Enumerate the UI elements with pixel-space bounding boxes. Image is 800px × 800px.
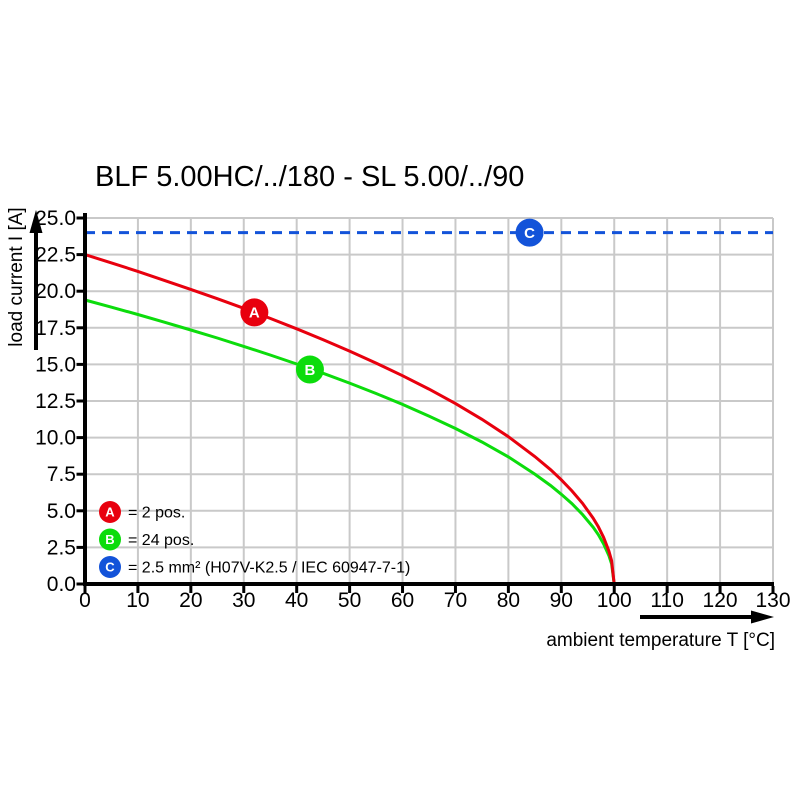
y-tick-label: 15.0 [35,353,76,376]
x-tick-label: 30 [232,589,255,612]
x-tick-label: 100 [597,589,632,612]
axes [83,213,774,586]
y-tick-label: 10.0 [35,427,76,450]
marker-letter: B [305,362,316,379]
marker-circle [295,355,324,384]
x-tick-label: 10 [126,589,149,612]
legend-item-c: C = 2.5 mm² (H07V-K2.5 / IEC 60947-7-1) [99,556,410,578]
legend-item-label: = 2 pos. [128,505,185,522]
x-tick-label: 120 [703,589,738,612]
y-tick-label: 0.0 [47,573,76,596]
legend-marker-c [99,556,121,578]
legend-item-a: A = 2 pos. [99,501,185,523]
grid-lines [85,217,774,584]
legend: A = 2 pos. B = 24 pos. C = 2.5 mm² (H07V-K2.5… [99,501,410,578]
y-tick-label: 22.5 [35,244,76,267]
series-curves [84,231,773,585]
x-tick-label: 40 [285,589,308,612]
legend-item-label: = 24 pos. [128,532,194,549]
legend-marker-b [99,528,121,551]
marker-a: A [240,298,269,327]
y-tick-label: 2.5 [47,536,76,559]
legend-marker-letter: B [105,532,114,547]
curve-b [84,298,616,585]
marker-letter: C [524,225,535,242]
curve-a [84,253,616,585]
x-axis-arrow-icon [640,610,774,624]
marker-c: C [515,218,544,247]
curve-markers: A B C [240,218,544,384]
axis-ticks [76,216,775,593]
legend-item-b: B = 24 pos. [99,528,194,551]
x-tick-label: 70 [444,589,467,612]
x-tick-label: 80 [497,589,520,612]
x-tick-label: 20 [179,589,202,612]
chart-title: BLF 5.00HC/../180 - SL 5.00/../90 [95,161,524,193]
y-tick-label: 17.5 [35,317,76,340]
marker-circle [515,218,544,247]
legend-marker-letter: C [105,560,115,575]
y-tick-label: 5.0 [47,500,76,523]
x-tick-label: 130 [755,589,790,612]
x-tick-label: 60 [391,589,414,612]
marker-b: B [295,355,324,384]
marker-circle [240,298,269,327]
legend-marker-a [99,501,121,523]
y-axis-label: load current I [A] [6,207,27,346]
y-tick-label: 25.0 [35,207,76,230]
x-tick-label: 0 [79,589,91,612]
x-tick-label: 90 [550,589,573,612]
x-tick-labels: 0 10 20 30 40 50 60 70 80 90 100 110 120 130 [79,589,790,612]
x-axis-label: ambient temperature T [°C] [546,630,775,651]
y-tick-label: 20.0 [35,280,76,303]
legend-item-label: = 2.5 mm² (H07V-K2.5 / IEC 60947-7-1) [128,560,410,577]
y-tick-label: 7.5 [47,463,76,486]
x-tick-label: 110 [650,589,683,612]
y-tick-labels: 0.0 2.5 5.0 7.5 10.0 12.5 15.0 17.5 20.0 22.5 25.0 [35,207,76,596]
y-axis-arrow-icon [29,210,43,350]
y-tick-label: 12.5 [35,390,76,413]
x-tick-label: 50 [338,589,361,612]
legend-marker-letter: A [105,505,115,520]
marker-letter: A [249,305,260,322]
